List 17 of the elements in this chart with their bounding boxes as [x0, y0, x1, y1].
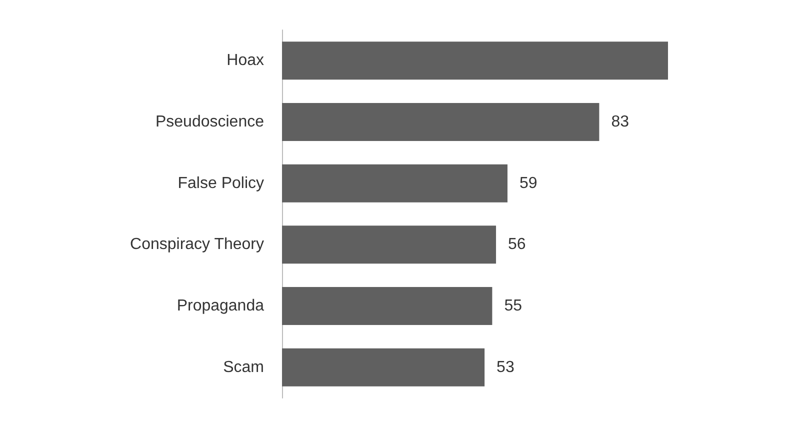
- bar: [282, 103, 600, 141]
- y-tick-label: Propaganda: [176, 298, 264, 314]
- data-label: 53: [496, 358, 514, 376]
- data-label: 56: [508, 236, 526, 254]
- y-tick-label: False Policy: [178, 174, 264, 192]
- bar: [282, 226, 496, 264]
- y-tick-label: Conspiracy Theory: [130, 236, 264, 254]
- bar: [282, 164, 508, 202]
- data-label: 83: [611, 114, 630, 130]
- data-label: 59: [519, 174, 538, 192]
- y-tick-label: Hoax: [226, 52, 264, 70]
- y-tick-label: Pseudoscience: [155, 114, 264, 130]
- bar: [282, 348, 485, 386]
- bar: [282, 42, 668, 80]
- data-label: 55: [504, 298, 522, 314]
- bar: [282, 287, 492, 325]
- y-tick-label: Scam: [223, 358, 264, 376]
